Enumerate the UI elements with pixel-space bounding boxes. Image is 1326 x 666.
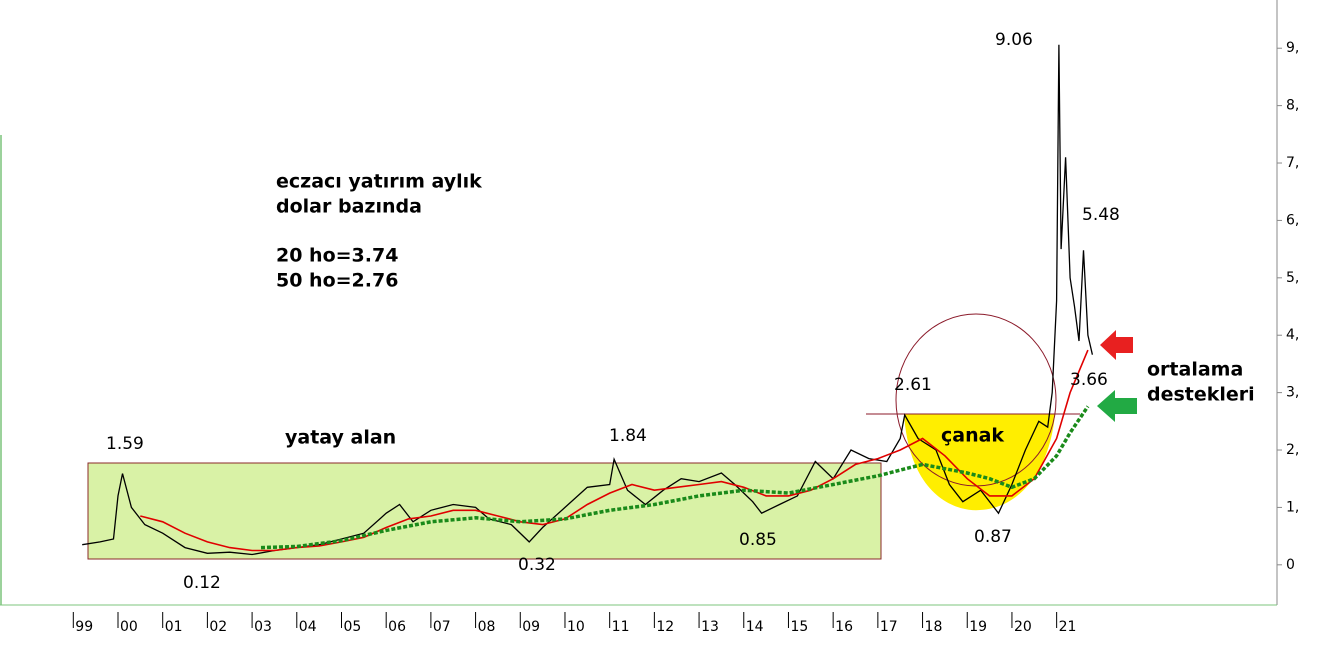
y-tick-label: 2, [1286,442,1299,458]
y-tick-label: 8, [1286,98,1299,114]
y-tick-label: 4, [1286,327,1299,343]
x-tick-label: 21 [1059,619,1077,635]
bowl [904,414,1055,511]
title-line: dolar bazında [276,196,422,218]
annotation: yatay alan [285,427,396,449]
x-tick-label: 07 [433,619,451,635]
x-tick-label: 04 [299,619,317,635]
x-tick-label: 00 [120,619,138,635]
annotation: ortalama [1147,359,1243,381]
x-tick-label: 05 [343,619,361,635]
x-tick-label: 10 [567,619,585,635]
annotation: 2.61 [894,375,932,395]
title-line: eczacı yatırım aylık [276,171,482,193]
annotation: 1.84 [609,426,647,446]
annotation: 0.87 [974,527,1012,547]
plot [82,44,1094,556]
annotation: çanak [941,425,1004,447]
y-tick-label: 0 [1286,557,1295,573]
y-tick-label: 7, [1286,155,1299,171]
green-arrow [1097,390,1137,422]
range-box [87,462,882,560]
x-tick-label: 03 [254,619,272,635]
x-tick-label: 12 [656,619,674,635]
x-tick-label: 14 [746,619,764,635]
y-tick-label: 6, [1286,212,1299,228]
y-tick-label: 3, [1286,385,1299,401]
price-line [82,44,1094,556]
y-tick-label: 5, [1286,270,1299,286]
x-tick-label: 02 [209,619,227,635]
x-tick-label: 09 [522,619,540,635]
annotation: 5.48 [1082,205,1120,225]
x-tick-label: 01 [165,619,183,635]
title-line: 50 ho=2.76 [276,270,398,292]
x-tick-label: 17 [880,619,898,635]
title-line: 20 ho=3.74 [276,245,398,267]
y-tick-label: 1, [1286,499,1299,515]
x-tick-label: 19 [969,619,987,635]
x-tick-label: 15 [790,619,808,635]
red-arrow [1100,330,1133,360]
annotation: 0.12 [183,573,221,593]
x-tick-label: 06 [388,619,406,635]
annotation: 3.66 [1070,370,1108,390]
annotation: 0.85 [739,530,777,550]
x-tick-label: 13 [701,619,719,635]
annotation: 1.59 [106,434,144,454]
price-line [260,405,1090,550]
x-tick-label: 99 [75,619,93,635]
x-tick-label: 16 [835,619,853,635]
x-tick-label: 11 [612,619,630,635]
annotation: 0.32 [518,555,556,575]
x-tick-label: 18 [925,619,943,635]
x-tick-label: 20 [1014,619,1032,635]
annotation: destekleri [1147,384,1255,406]
annotation: 9.06 [995,30,1033,50]
y-tick-label: 9, [1286,40,1299,56]
x-tick-label: 08 [478,619,496,635]
